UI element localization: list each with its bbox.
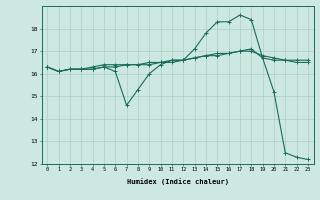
X-axis label: Humidex (Indice chaleur): Humidex (Indice chaleur) bbox=[127, 178, 228, 185]
